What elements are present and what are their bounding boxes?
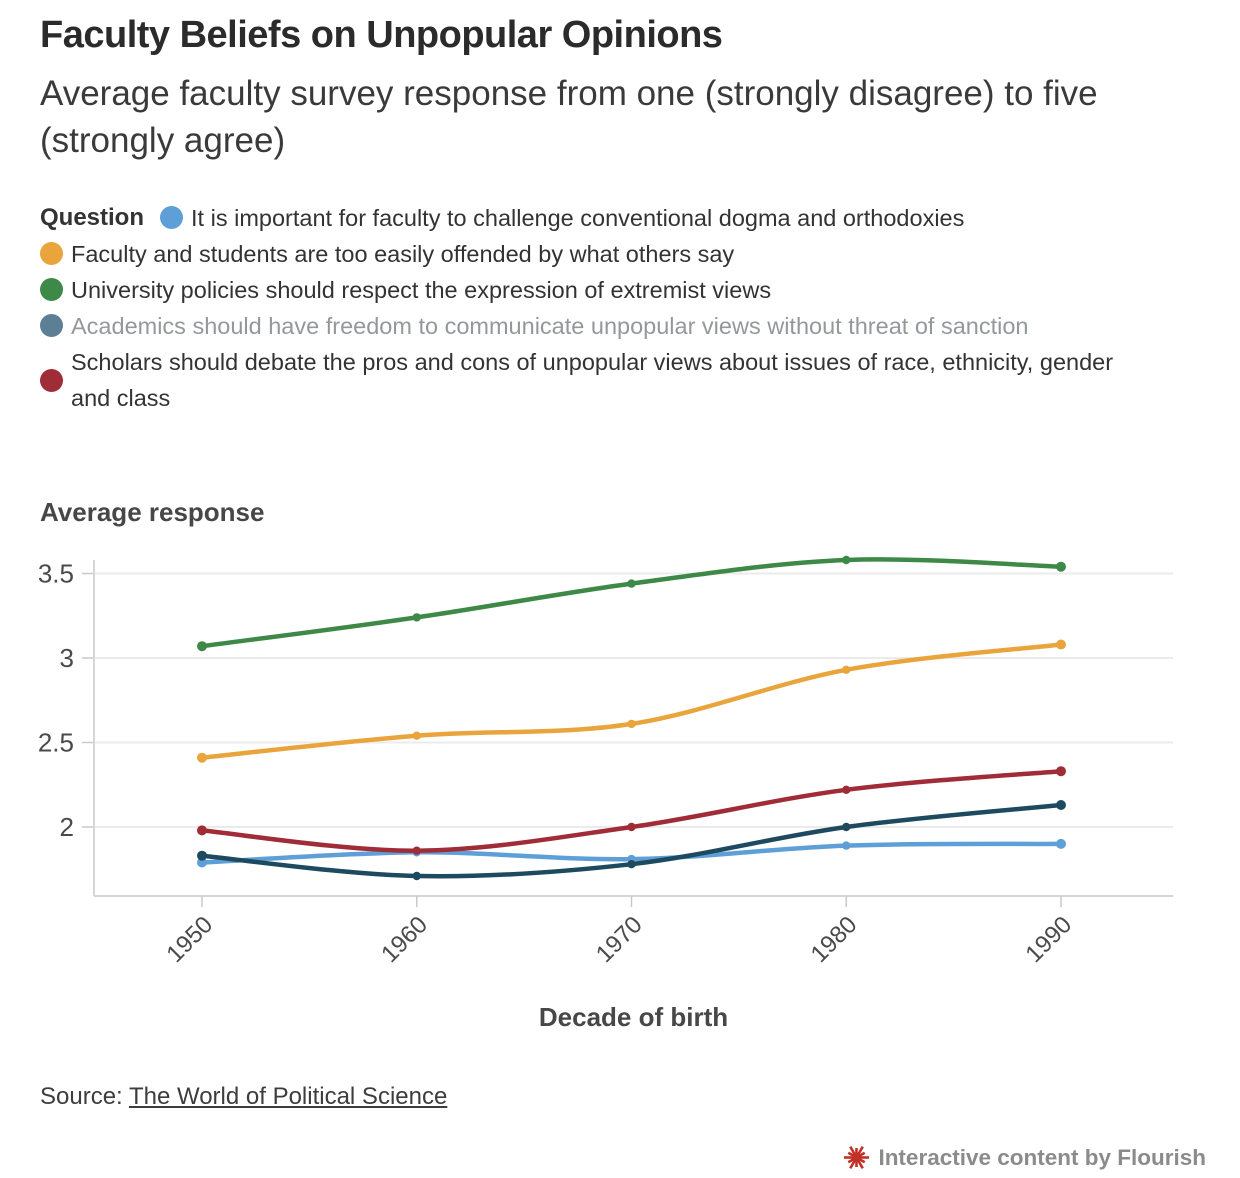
line-chart: 3.5 3 2.5 2 1950 1960 1970 1980 1990 [38, 555, 1173, 968]
data-point[interactable] [1056, 561, 1066, 572]
legend: Question It is important for faculty to … [40, 200, 1190, 416]
series-line [199, 768, 1064, 853]
data-point[interactable] [1056, 800, 1066, 810]
attribution-label: Interactive content by Flourish [878, 1144, 1206, 1170]
y-tick-label: 3 [60, 643, 74, 673]
x-tick-label: 1980 [806, 911, 863, 968]
data-point[interactable] [1056, 766, 1066, 777]
legend-item-too-easily-offended[interactable]: Faculty and students are too easily offe… [40, 236, 734, 272]
data-point[interactable] [412, 846, 421, 855]
legend-title: Question [40, 204, 145, 231]
data-point[interactable] [197, 825, 207, 836]
y-axis-title: Average response [40, 497, 265, 527]
page-title: Faculty Beliefs on Unpopular Opinions [40, 14, 723, 56]
chart-area: 3.5 3 2.5 2 1950 1960 1970 1980 1990 [0, 540, 1240, 1010]
data-point[interactable] [842, 841, 851, 850]
legend-item-challenge-dogma[interactable]: It is important for faculty to challenge… [160, 200, 964, 236]
data-point[interactable] [627, 579, 636, 588]
legend-dot-icon [160, 206, 184, 229]
x-axis-title: Decade of birth [538, 1002, 729, 1032]
source-link[interactable]: The World of Political Science [128, 1083, 448, 1110]
x-tick-label: 1970 [591, 911, 648, 968]
data-point[interactable] [1056, 639, 1066, 650]
legend-dot-icon [40, 314, 63, 337]
legend-item-label: Academics should have freedom to communi… [71, 313, 1029, 339]
data-point[interactable] [842, 822, 851, 832]
legend-dot-icon [40, 368, 63, 392]
data-point[interactable] [627, 860, 636, 869]
data-point[interactable] [412, 613, 421, 622]
series-line [199, 642, 1064, 760]
legend-item-label: It is important for faculty to challenge… [191, 205, 965, 231]
legend-dot-icon [40, 278, 63, 301]
y-tick-label: 3.5 [38, 559, 74, 589]
x-tick-label: 1950 [161, 911, 218, 968]
legend-item-label: University policies should respect the e… [71, 277, 772, 303]
data-point[interactable] [412, 871, 421, 881]
y-tick-label: 2.5 [38, 728, 74, 758]
data-point[interactable] [842, 665, 851, 674]
flourish-icon [844, 1146, 870, 1169]
legend-item-label: Scholars should debate the pros and cons… [71, 349, 1114, 411]
legend-item-freedom-without-sanction[interactable]: Academics should have freedom to communi… [40, 308, 1029, 344]
data-point[interactable] [627, 822, 636, 832]
source-line: Source: The World of Political Science [40, 1083, 447, 1111]
source-prefix: Source: [40, 1083, 129, 1110]
data-point[interactable] [197, 752, 207, 763]
series-line [199, 557, 1064, 649]
data-point[interactable] [412, 731, 421, 740]
legend-dot-icon [40, 242, 63, 265]
page-subtitle: Average faculty survey response from one… [40, 74, 1098, 160]
data-point[interactable] [197, 641, 207, 652]
y-tick-label: 2 [60, 812, 74, 842]
x-tick-label: 1990 [1020, 911, 1077, 968]
legend-item-label: Faculty and students are too easily offe… [71, 241, 735, 267]
data-point[interactable] [842, 555, 851, 565]
data-point[interactable] [627, 719, 636, 729]
data-point[interactable] [842, 785, 851, 794]
flourish-attribution[interactable]: Interactive content by Flourish [843, 1144, 1206, 1171]
x-tick-label: 1960 [376, 911, 433, 968]
data-point[interactable] [1056, 838, 1066, 849]
legend-item-extremist-views[interactable]: University policies should respect the e… [40, 272, 771, 308]
legend-item-scholars-debate[interactable]: Scholars should debate the pros and cons… [40, 344, 1156, 416]
data-point[interactable] [197, 850, 207, 861]
